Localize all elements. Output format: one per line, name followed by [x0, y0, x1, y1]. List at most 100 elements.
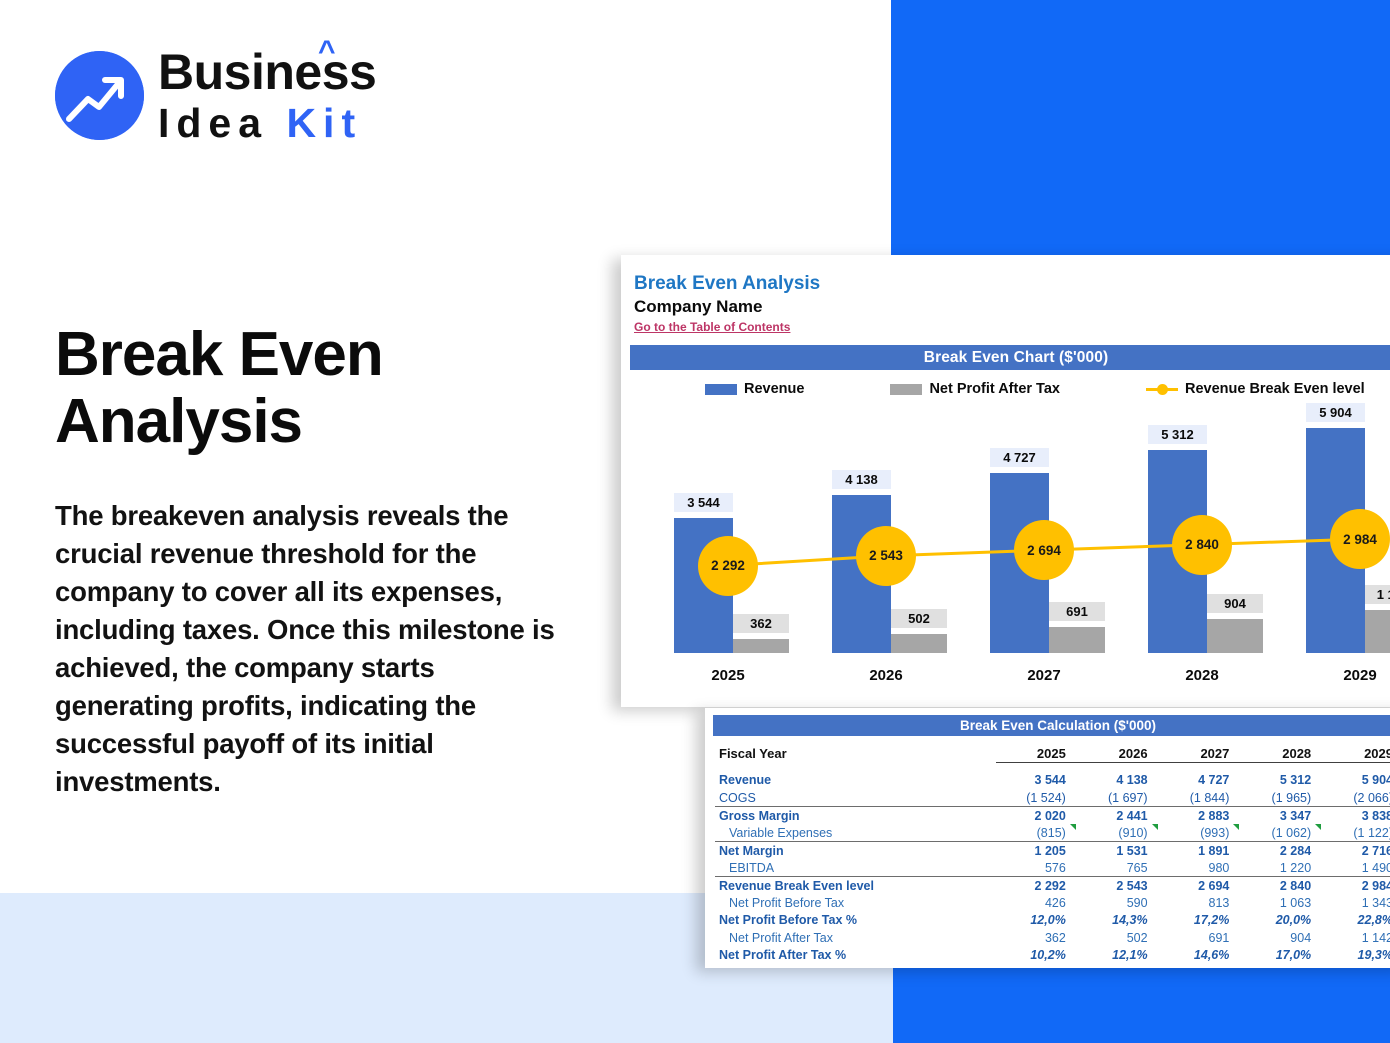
break-even-table: Fiscal Year 2025 2026 2027 2028 2029 Rev…: [715, 745, 1390, 964]
brand-hat-accent: ^: [318, 35, 336, 68]
table-cell-2025[interactable]: 10,2%: [1030, 948, 1066, 963]
table-cell-2027[interactable]: 4 727: [1198, 773, 1230, 788]
table-cell-2028[interactable]: 1 220: [1279, 860, 1312, 875]
table-cell-2029[interactable]: (1 122): [1353, 825, 1390, 840]
table-row: Net Profit After Tax 362 502 691 904 1 142: [715, 929, 1390, 947]
table-cell-2028[interactable]: 17,0%: [1275, 948, 1312, 963]
bar-net-profit-after-tax-2027[interactable]: [1049, 626, 1105, 654]
table-cell-2028[interactable]: 2 840: [1241, 876, 1324, 894]
chart-legend: Revenue Net Profit After Tax Revenue Bre…: [621, 381, 1390, 397]
table-cell-2025[interactable]: 426: [1044, 895, 1066, 910]
table-cell-2025[interactable]: (1 524): [1026, 790, 1066, 805]
table-cell-2026[interactable]: (1 697): [1107, 790, 1148, 805]
table-cell-2025[interactable]: 1 205: [996, 841, 1078, 859]
table-cell-2026[interactable]: 1 531: [1077, 841, 1160, 859]
bar-net-profit-after-tax-2025[interactable]: [733, 639, 789, 654]
data-label-revenue-2026: 4 138: [832, 470, 891, 490]
data-label-revenue-2028: 5 312: [1148, 425, 1207, 445]
bar-net-profit-after-tax-2029[interactable]: [1365, 609, 1390, 654]
table-row: Variable Expenses (815) (910) (993) (1 062) (…: [715, 824, 1390, 842]
table-cell-2027[interactable]: 980: [1208, 860, 1230, 875]
table-cell-2027[interactable]: 17,2%: [1193, 913, 1230, 928]
table-cell-2025[interactable]: 576: [1044, 860, 1066, 875]
table-cell-2026[interactable]: 765: [1126, 860, 1148, 875]
legend-label-break-even-level: Revenue Break Even level: [1184, 381, 1365, 398]
table-cell-2029[interactable]: 1 142: [1361, 930, 1390, 945]
table-cell-2025[interactable]: 2 020: [996, 806, 1078, 824]
cell-comment-flag-icon: [1069, 824, 1076, 830]
growth-arrow-icon: [55, 51, 144, 140]
table-cell-2026[interactable]: 14,3%: [1112, 913, 1148, 928]
table-cell-2026[interactable]: 590: [1126, 895, 1148, 910]
bar-net-profit-after-tax-2028[interactable]: [1207, 618, 1263, 654]
table-cell-2027[interactable]: (1 844): [1189, 790, 1230, 805]
table-row: COGS (1 524) (1 697) (1 844) (1 965) (2 066): [715, 789, 1390, 807]
table-cell-2026[interactable]: 2 543: [1077, 876, 1160, 894]
table-cell-2029[interactable]: 1 490: [1361, 860, 1390, 875]
table-row: Net Profit After Tax % 10,2% 12,1% 14,6% 17,…: [715, 947, 1390, 965]
table-cell-2027[interactable]: (993): [1160, 824, 1242, 842]
table-cell-2028[interactable]: 904: [1290, 930, 1312, 945]
brand-name-secondary: Idea Kit: [158, 103, 376, 144]
table-row-label: COGS: [719, 790, 756, 805]
break-even-marker-2029[interactable]: 2 984: [1330, 509, 1390, 570]
table-row-label: Gross Margin: [715, 806, 997, 824]
x-axis-label-2028: 2028: [1185, 667, 1219, 685]
table-cell-2029[interactable]: 2 716: [1323, 841, 1390, 859]
table-cell-2028[interactable]: 20,0%: [1275, 913, 1312, 928]
table-cell-2027[interactable]: 2 694: [1159, 876, 1242, 894]
table-cell-2026[interactable]: 12,1%: [1112, 948, 1148, 963]
chart-bars: 3 544 362 4 138 502 4 727 691 5 312 904 5 904 1 1…: [621, 401, 1390, 654]
table-cell-2025[interactable]: 362: [1044, 930, 1066, 945]
table-cell-2027[interactable]: 691: [1208, 930, 1230, 945]
table-cell-2026[interactable]: (910): [1078, 824, 1160, 842]
legend-item-net-profit-after-tax[interactable]: Net Profit After Tax: [890, 381, 1060, 397]
table-cell-2029[interactable]: 2 984: [1323, 876, 1390, 894]
table-cell-2027[interactable]: 1 891: [1159, 841, 1242, 859]
data-label-npat-2027: 691: [1049, 601, 1105, 621]
table-cell-2028[interactable]: 2 284: [1241, 841, 1324, 859]
table-cell-2029[interactable]: 1 343: [1361, 895, 1390, 910]
table-cell-2025[interactable]: 2 292: [996, 876, 1078, 894]
table-row: EBITDA 576 765 980 1 220 1 490: [715, 859, 1390, 877]
table-band-title: Break Even Calculation ($'000): [713, 715, 1390, 736]
table-header-year-2026: 2026: [1077, 745, 1160, 763]
table-header-year-2029: 2029: [1323, 745, 1390, 763]
legend-line-marker-icon: [1145, 383, 1178, 396]
bar-net-profit-after-tax-2026[interactable]: [891, 633, 947, 654]
table-cell-2027[interactable]: 14,6%: [1193, 948, 1230, 963]
legend-item-break-even-level[interactable]: Revenue Break Even level: [1145, 381, 1365, 398]
table-cell-2028[interactable]: 1 063: [1279, 895, 1312, 910]
page-description: The breakeven analysis reveals the cruci…: [55, 500, 555, 797]
table-cell-2028[interactable]: (1 062): [1241, 824, 1323, 842]
table-cell-2025[interactable]: 3 544: [1034, 773, 1066, 788]
table-cell-2027[interactable]: 813: [1208, 895, 1230, 910]
table-cell-2028[interactable]: 5 312: [1279, 773, 1312, 788]
table-cell-2025[interactable]: (815): [996, 824, 1078, 842]
table-row: Gross Margin 2 020 2 441 2 883 3 347 3 838: [715, 806, 1390, 824]
break-even-marker-2026[interactable]: 2 543: [856, 525, 916, 586]
table-cell-2029[interactable]: 22,8%: [1357, 913, 1390, 928]
table-cell-2029[interactable]: (2 066): [1353, 790, 1390, 805]
table-cell-2029[interactable]: 5 904: [1361, 773, 1390, 788]
table-cell-2028[interactable]: (1 965): [1271, 790, 1312, 805]
table-cell-2028[interactable]: 3 347: [1241, 806, 1324, 824]
table-header-fiscal-year: Fiscal Year: [719, 746, 787, 762]
table-of-contents-link[interactable]: Go to the Table of Contents: [634, 320, 791, 335]
x-axis-label-2029: 2029: [1343, 667, 1377, 685]
table-cell-2026[interactable]: 2 441: [1077, 806, 1160, 824]
chart-band-title: Break Even Chart ($'000): [630, 345, 1390, 371]
table-cell-2025[interactable]: 12,0%: [1030, 913, 1066, 928]
table-row-label: Net Profit After Tax: [729, 930, 833, 945]
table-cell-2029[interactable]: 3 838: [1323, 806, 1390, 824]
table-cell-2027[interactable]: 2 883: [1159, 806, 1242, 824]
data-label-npat-2029: 1 142: [1365, 584, 1390, 604]
break-even-marker-2027[interactable]: 2 694: [1014, 520, 1074, 581]
break-even-marker-2028[interactable]: 2 840: [1172, 514, 1232, 575]
table-cell-2029[interactable]: 19,3%: [1357, 948, 1390, 963]
cell-comment-flag-icon: [1151, 824, 1158, 830]
table-cell-2026[interactable]: 502: [1126, 930, 1148, 945]
table-cell-2026[interactable]: 4 138: [1116, 773, 1148, 788]
break-even-marker-2025[interactable]: 2 292: [698, 535, 758, 596]
legend-item-revenue[interactable]: Revenue: [705, 381, 804, 397]
